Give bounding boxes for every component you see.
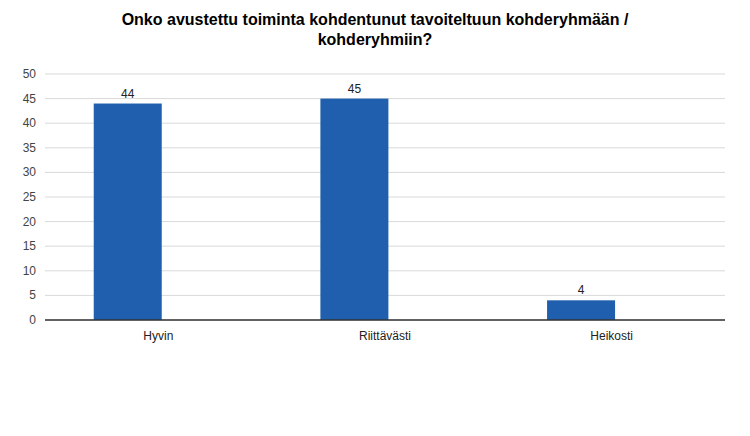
grid-line xyxy=(45,74,725,75)
bar xyxy=(94,104,162,320)
data-label: 4 xyxy=(578,283,585,297)
y-tick-label: 20 xyxy=(23,215,37,229)
y-tick-label: 45 xyxy=(23,92,37,106)
y-tick-label: 25 xyxy=(23,190,37,204)
y-tick-label: 15 xyxy=(23,239,37,253)
y-tick-label: 0 xyxy=(29,313,36,327)
x-tick-label: Riittävästi xyxy=(359,329,411,343)
x-tick-label: Hyvin xyxy=(143,329,173,343)
title: Onko avustettu toiminta kohdentunut tavo… xyxy=(122,11,629,48)
bar xyxy=(320,99,388,320)
y-tick-label: 40 xyxy=(23,116,37,130)
grid-line xyxy=(45,320,725,321)
bar xyxy=(547,300,615,320)
bars xyxy=(94,99,615,320)
data-label: 45 xyxy=(348,82,362,96)
y-tick-label: 30 xyxy=(23,165,37,179)
y-tick-label: 5 xyxy=(29,288,36,302)
y-tick-label: 10 xyxy=(23,264,37,278)
chart: Onko avustettu toiminta kohdentunut tavo… xyxy=(0,0,750,436)
y-tick-label: 35 xyxy=(23,141,37,155)
y-tick-label: 50 xyxy=(23,67,37,81)
x-axis xyxy=(45,319,725,321)
data-label: 44 xyxy=(121,87,135,101)
x-tick-label: Heikosti xyxy=(590,329,633,343)
